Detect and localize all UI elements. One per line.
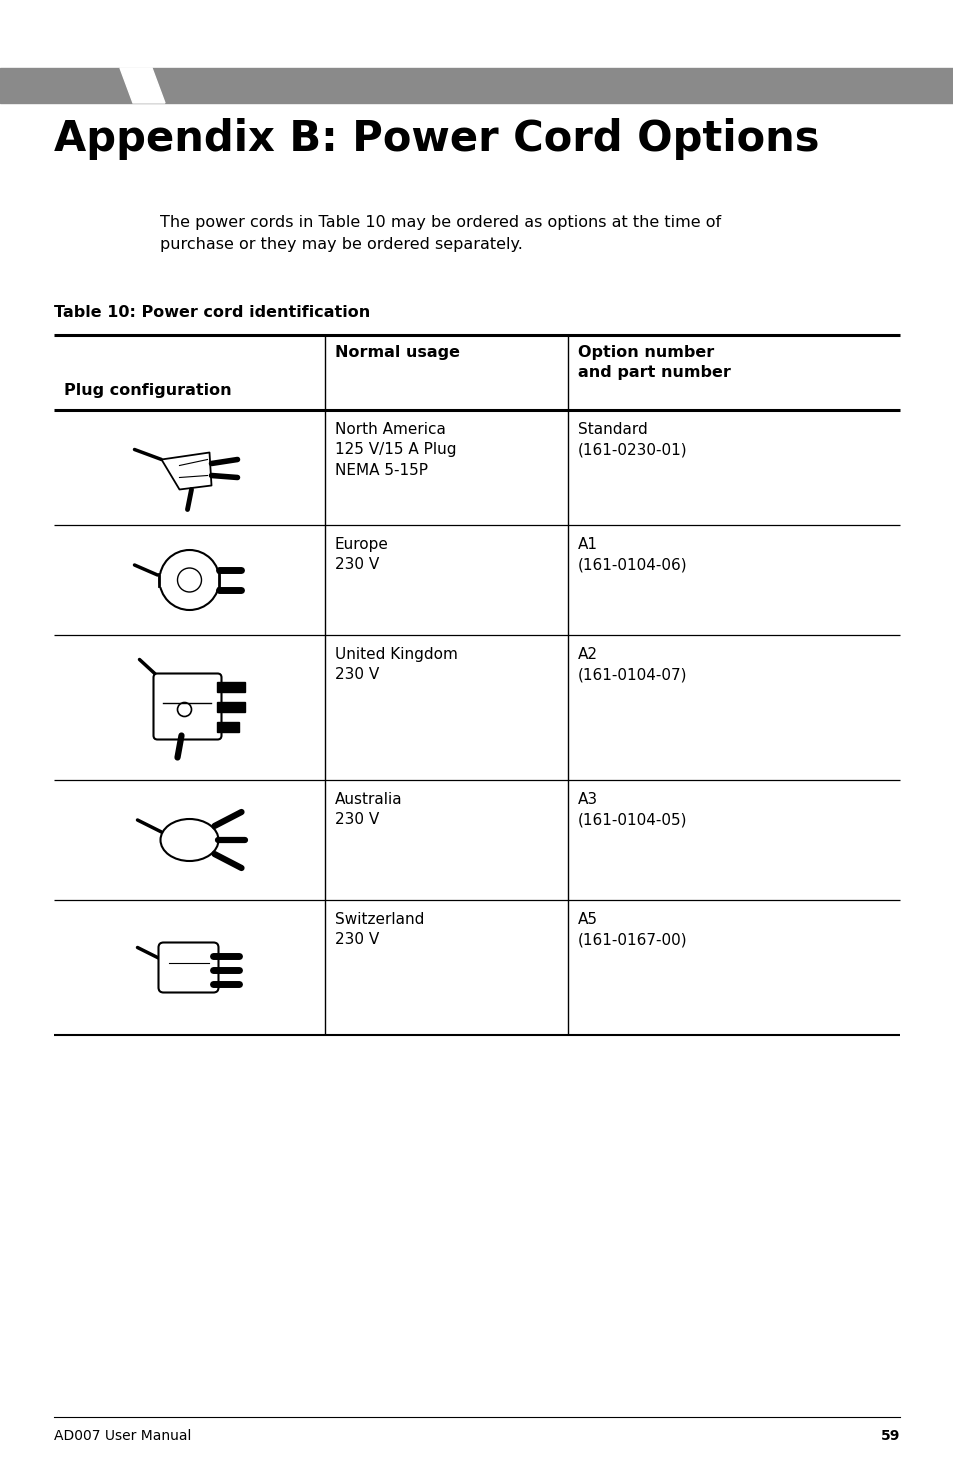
Bar [217,702,245,711]
Text: Normal usage: Normal usage [335,345,459,360]
Text: Option number
and part number: Option number and part number [578,345,730,379]
Text: Plug configuration: Plug configuration [64,384,232,398]
Text: A1
(161-0104-06): A1 (161-0104-06) [578,537,687,572]
Text: North America
125 V/15 A Plug
NEMA 5-15P: North America 125 V/15 A Plug NEMA 5-15P [335,422,456,478]
Polygon shape [120,68,165,103]
Circle shape [177,702,192,717]
Bar [217,721,239,732]
Text: United Kingdom
230 V: United Kingdom 230 V [335,648,457,683]
Text: Table 10: Power cord identification: Table 10: Power cord identification [54,305,370,320]
Text: Europe
230 V: Europe 230 V [335,537,389,572]
Text: Australia
230 V: Australia 230 V [335,792,402,827]
Bar [217,681,245,692]
FancyBboxPatch shape [158,943,218,993]
Polygon shape [161,453,212,490]
Circle shape [177,568,201,591]
Text: Appendix B: Power Cord Options: Appendix B: Power Cord Options [54,118,819,159]
Bar [159,574,170,586]
Circle shape [159,550,219,611]
Text: Switzerland
230 V: Switzerland 230 V [335,912,424,947]
Bar [210,574,219,586]
Bar [0,68,953,103]
FancyBboxPatch shape [153,674,221,739]
Ellipse shape [160,819,218,861]
Text: AD007 User Manual: AD007 User Manual [54,1429,192,1443]
Text: The power cords in Table 10 may be ordered as options at the time of
purchase or: The power cords in Table 10 may be order… [160,215,720,252]
Text: 59: 59 [880,1429,899,1443]
Text: Standard
(161-0230-01): Standard (161-0230-01) [578,422,687,457]
Text: A5
(161-0167-00): A5 (161-0167-00) [578,912,687,947]
Text: A3
(161-0104-05): A3 (161-0104-05) [578,792,687,827]
Text: A2
(161-0104-07): A2 (161-0104-07) [578,648,687,683]
